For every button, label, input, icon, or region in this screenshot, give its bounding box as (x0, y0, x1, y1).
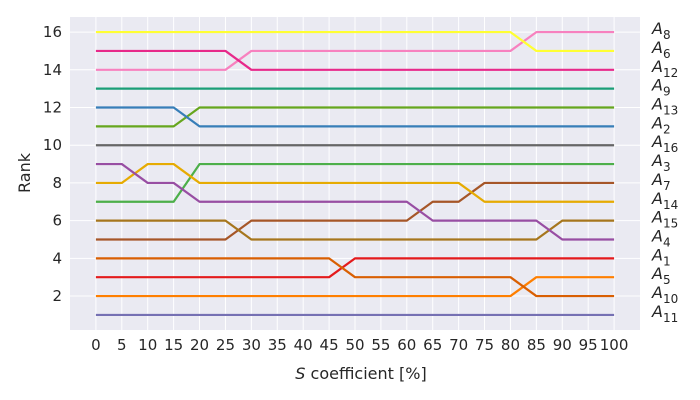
x-tick-label: 65 (423, 336, 442, 354)
x-tick-label: 100 (600, 336, 629, 354)
x-tick-label: 45 (320, 336, 339, 354)
series-label-a16: A16 (651, 132, 678, 155)
x-tick-label: 95 (579, 336, 598, 354)
series-label-a7: A7 (651, 170, 671, 193)
y-tick-label: 6 (52, 212, 62, 230)
series-label-a2: A2 (651, 113, 671, 136)
series-label-a10: A10 (651, 283, 678, 306)
x-tick-label: 20 (190, 336, 209, 354)
y-axis-title: Rank (15, 152, 34, 193)
y-tick-label: 8 (52, 174, 62, 192)
series-line-a1 (95, 257, 615, 298)
x-tick-label: 10 (138, 336, 157, 354)
series-label-a15: A15 (651, 208, 678, 231)
y-tick-label: 12 (43, 99, 62, 117)
x-tick-label: 60 (397, 336, 416, 354)
x-axis-title: S coefficient [%] (295, 364, 426, 383)
x-tick-label: 90 (553, 336, 572, 354)
x-tick-label: 30 (242, 336, 261, 354)
y-tick-label: 2 (52, 287, 62, 305)
series-label-a8: A8 (651, 19, 671, 42)
y-tick-label: 4 (52, 249, 62, 267)
series-line-a5 (95, 257, 615, 279)
x-tick-label: 35 (268, 336, 287, 354)
series-label-a5: A5 (651, 264, 671, 287)
y-tick-labels: 2 4 6 8 10 12 14 16 (43, 23, 62, 305)
series-label-a4: A4 (651, 226, 671, 249)
series-label-a14: A14 (651, 189, 678, 212)
series-lines (95, 30, 615, 317)
x-tick-label: 85 (527, 336, 546, 354)
x-tick-label: 5 (117, 336, 127, 354)
x-tick-labels: 0 5 10 15 20 25 30 35 40 45 50 55 60 65 70 75 80 85 90 95 10… (91, 336, 628, 354)
series-line-a2 (95, 106, 615, 128)
series-line-a15 (95, 219, 615, 241)
x-tick-label: 55 (371, 336, 390, 354)
series-label-a1: A1 (651, 245, 671, 268)
x-tick-label: 40 (294, 336, 313, 354)
y-tick-label: 10 (43, 136, 62, 154)
x-tick-label: 0 (91, 336, 101, 354)
series-label-a9: A9 (651, 76, 671, 99)
x-tick-label: 15 (164, 336, 183, 354)
series-line-a12 (95, 30, 615, 71)
series-label-a12: A12 (651, 57, 678, 80)
series-line-a3 (95, 162, 615, 241)
series-label-a6: A6 (651, 38, 671, 61)
y-tick-label: 14 (43, 61, 62, 79)
series-line-a8 (95, 30, 615, 53)
series-label-a13: A13 (651, 95, 678, 118)
series-label-a3: A3 (651, 151, 671, 174)
series-line-a7 (95, 162, 615, 203)
x-tick-label: 70 (449, 336, 468, 354)
series-line-a10 (95, 276, 615, 298)
x-tick-label: 80 (501, 336, 520, 354)
series-line-a4 (95, 181, 615, 241)
series-line-a13 (95, 106, 615, 128)
y-tick-label: 16 (43, 23, 62, 41)
x-tick-label: 50 (345, 336, 364, 354)
series-line-a6 (95, 49, 615, 71)
series-label-a11: A11 (651, 302, 678, 325)
x-tick-label: 75 (475, 336, 494, 354)
x-tick-label: 25 (216, 336, 235, 354)
